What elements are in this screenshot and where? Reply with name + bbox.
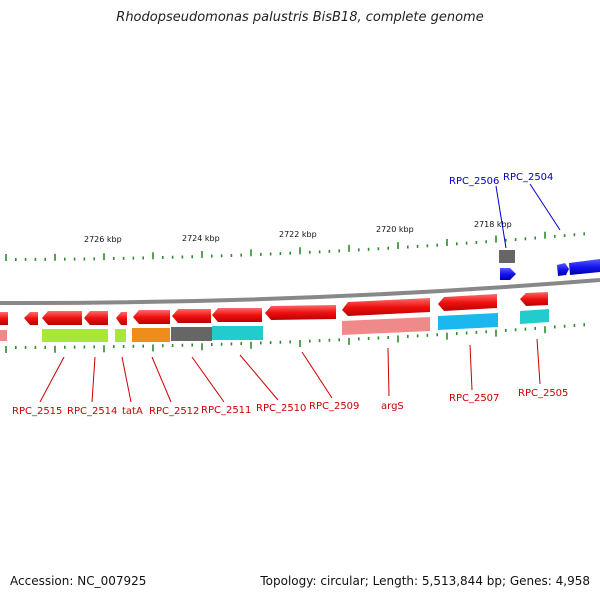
leader-rpc2509 — [301, 351, 333, 399]
gene-rpc2510-feature — [212, 326, 263, 340]
gene-rpc2504-arrow[interactable] — [557, 263, 569, 276]
label-rpc2510[interactable]: RPC_2510 — [256, 403, 306, 414]
gene-rpc2512-arrow[interactable] — [133, 310, 170, 324]
label-rpc2506[interactable]: RPC_2506 — [449, 176, 499, 187]
label-rpc2505[interactable]: RPC_2505 — [518, 388, 568, 399]
leader-rpc2512 — [151, 356, 172, 403]
gene-small-arrow[interactable] — [24, 312, 38, 325]
gene-args-feature — [342, 317, 430, 335]
gene-rpc2511-feature — [171, 327, 212, 341]
leader-tata — [121, 356, 132, 403]
gene-args-arrow[interactable] — [342, 298, 430, 316]
label-rpc2509[interactable]: RPC_2509 — [309, 401, 359, 412]
gene-left-edge-feature — [0, 330, 7, 341]
label-rpc2504[interactable]: RPC_2504 — [503, 172, 553, 183]
gene-left-edge-arrow[interactable] — [0, 312, 8, 325]
gene-rpc2511-arrow[interactable] — [172, 309, 211, 323]
gene-rpc2515-arrow[interactable] — [42, 311, 82, 325]
kbp-label-2720: 2720 kbp — [376, 225, 414, 234]
label-rpc2512[interactable]: RPC_2512 — [149, 406, 199, 417]
genome-backbone — [0, 278, 600, 306]
gene-rpc2514-arrow[interactable] — [84, 311, 108, 325]
genome-title: Rhodopseudomonas palustris BisB18, compl… — [116, 10, 484, 25]
gene-rpc2515-feature — [42, 329, 108, 342]
gene-rpc2506-feature[interactable] — [499, 250, 515, 263]
kbp-label-2726: 2726 kbp — [84, 235, 122, 244]
accession-text: Accession: NC_007925 — [10, 574, 147, 588]
label-rpc2515[interactable]: RPC_2515 — [12, 406, 62, 417]
leader-rpc2511 — [191, 356, 225, 403]
gene-rpc2507-arrow[interactable] — [438, 294, 497, 311]
label-rpc2507[interactable]: RPC_2507 — [449, 393, 499, 404]
leader-rpc2515 — [39, 356, 65, 403]
gene-tata-arrow[interactable] — [116, 312, 127, 325]
gene-rpc2507-feature — [438, 313, 498, 330]
leader-rpc2504 — [529, 183, 561, 231]
kbp-label-2724: 2724 kbp — [182, 234, 220, 243]
leader-rpc2505 — [536, 338, 541, 385]
kbp-label-2718: 2718 kbp — [474, 220, 512, 229]
kbp-label-2722: 2722 kbp — [279, 230, 317, 239]
leader-rpc2510 — [239, 354, 279, 401]
gene-rpc2505-arrow[interactable] — [520, 292, 548, 306]
label-args[interactable]: argS — [381, 401, 404, 412]
gene-tata-feature — [115, 329, 126, 342]
genome-stats-text: Topology: circular; Length: 5,513,844 bp… — [260, 574, 590, 588]
gene-rpc2503-arrow[interactable] — [569, 259, 600, 275]
leader-args — [387, 347, 390, 397]
leader-rpc2506 — [495, 185, 507, 249]
gene-rpc2512-feature — [132, 328, 170, 342]
label-rpc2514[interactable]: RPC_2514 — [67, 406, 117, 417]
label-rpc2511[interactable]: RPC_2511 — [201, 405, 251, 416]
leader-rpc2507 — [469, 344, 473, 391]
gene-rpc2509-arrow[interactable] — [265, 305, 336, 320]
leader-rpc2514 — [91, 356, 96, 403]
gene-rpc2506-arrow[interactable] — [500, 268, 516, 280]
tick-marks — [5, 231, 586, 353]
gene-rpc2505-feature — [520, 309, 549, 324]
gene-rpc2510-arrow[interactable] — [212, 308, 262, 322]
label-tata[interactable]: tatA — [122, 406, 143, 417]
